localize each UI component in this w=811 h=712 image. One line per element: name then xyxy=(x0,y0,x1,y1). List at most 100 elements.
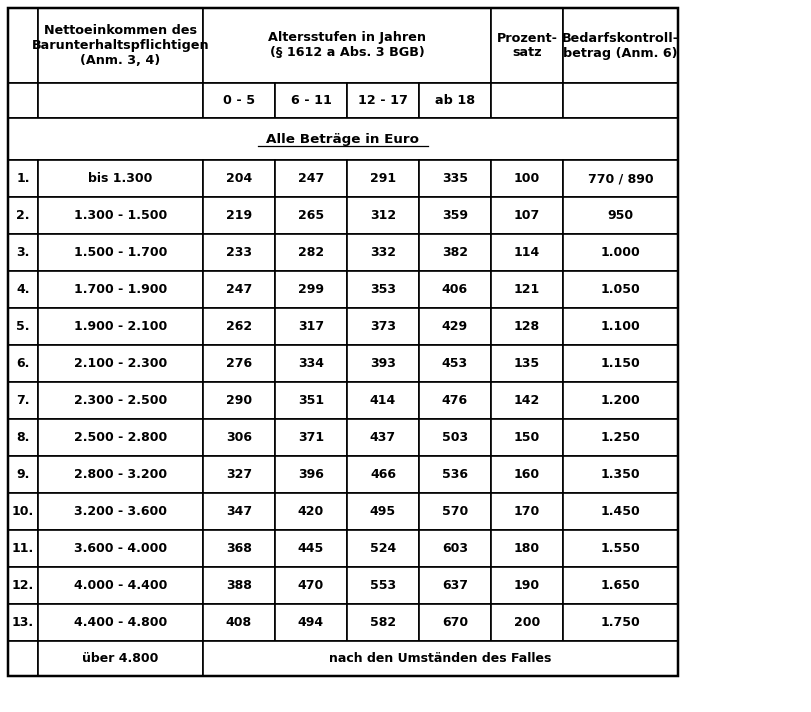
Text: 1.000: 1.000 xyxy=(601,246,641,259)
Bar xyxy=(419,604,491,641)
Text: 247: 247 xyxy=(298,172,324,185)
Bar xyxy=(563,604,678,641)
Bar xyxy=(419,345,491,382)
Bar xyxy=(8,493,38,530)
Bar xyxy=(8,160,38,197)
Text: Altersstufen in Jahren
(§ 1612 a Abs. 3 BGB): Altersstufen in Jahren (§ 1612 a Abs. 3 … xyxy=(268,31,426,60)
Bar xyxy=(491,419,563,456)
Text: 470: 470 xyxy=(298,579,324,592)
Bar xyxy=(563,382,678,419)
Bar xyxy=(563,160,678,197)
Bar xyxy=(275,530,347,567)
Bar xyxy=(563,83,678,118)
Bar xyxy=(563,530,678,567)
Bar xyxy=(203,83,275,118)
Bar xyxy=(8,641,38,676)
Text: 6.: 6. xyxy=(16,357,30,370)
Text: Nettoeinkommen des
Barunterhaltspflichtigen
(Anm. 3, 4): Nettoeinkommen des Barunterhaltspflichti… xyxy=(32,24,209,67)
Text: 233: 233 xyxy=(226,246,252,259)
Bar xyxy=(491,456,563,493)
Text: 396: 396 xyxy=(298,468,324,481)
Bar xyxy=(8,345,38,382)
Bar xyxy=(275,345,347,382)
Text: 1.450: 1.450 xyxy=(601,505,641,518)
Bar xyxy=(419,493,491,530)
Text: 1.150: 1.150 xyxy=(601,357,641,370)
Text: 128: 128 xyxy=(514,320,540,333)
Bar xyxy=(38,8,203,83)
Bar xyxy=(38,345,203,382)
Bar xyxy=(275,604,347,641)
Bar xyxy=(203,419,275,456)
Bar xyxy=(38,530,203,567)
Text: 1.650: 1.650 xyxy=(601,579,641,592)
Bar xyxy=(38,83,203,118)
Bar xyxy=(491,197,563,234)
Bar xyxy=(491,345,563,382)
Bar xyxy=(8,8,678,676)
Text: 262: 262 xyxy=(226,320,252,333)
Bar xyxy=(563,456,678,493)
Text: 335: 335 xyxy=(442,172,468,185)
Text: 10.: 10. xyxy=(12,505,34,518)
Text: 291: 291 xyxy=(370,172,396,185)
Text: 382: 382 xyxy=(442,246,468,259)
Text: 332: 332 xyxy=(370,246,396,259)
Bar xyxy=(38,641,203,676)
Bar xyxy=(203,234,275,271)
Text: 200: 200 xyxy=(514,616,540,629)
Bar xyxy=(38,456,203,493)
Bar xyxy=(203,8,491,83)
Text: 114: 114 xyxy=(514,246,540,259)
Bar xyxy=(203,604,275,641)
Bar xyxy=(563,419,678,456)
Text: 494: 494 xyxy=(298,616,324,629)
Bar xyxy=(419,83,491,118)
Bar xyxy=(491,382,563,419)
Text: 495: 495 xyxy=(370,505,396,518)
Bar xyxy=(38,197,203,234)
Bar xyxy=(275,271,347,308)
Text: 466: 466 xyxy=(370,468,396,481)
Bar xyxy=(347,83,419,118)
Bar xyxy=(419,234,491,271)
Bar xyxy=(275,197,347,234)
Bar xyxy=(8,419,38,456)
Text: 5.: 5. xyxy=(16,320,30,333)
Bar xyxy=(38,567,203,604)
Text: 359: 359 xyxy=(442,209,468,222)
Text: 317: 317 xyxy=(298,320,324,333)
Text: 1.200: 1.200 xyxy=(601,394,641,407)
Text: 6 - 11: 6 - 11 xyxy=(290,94,332,107)
Text: 3.200 - 3.600: 3.200 - 3.600 xyxy=(74,505,167,518)
Bar xyxy=(38,308,203,345)
Text: 770 / 890: 770 / 890 xyxy=(588,172,654,185)
Bar xyxy=(491,308,563,345)
Bar xyxy=(347,530,419,567)
Bar xyxy=(203,382,275,419)
Bar xyxy=(347,345,419,382)
Bar xyxy=(347,160,419,197)
Text: 100: 100 xyxy=(514,172,540,185)
Bar xyxy=(347,567,419,604)
Bar xyxy=(347,308,419,345)
Bar xyxy=(491,530,563,567)
Text: 1.: 1. xyxy=(16,172,30,185)
Text: 13.: 13. xyxy=(12,616,34,629)
Bar xyxy=(203,308,275,345)
Text: 351: 351 xyxy=(298,394,324,407)
Bar xyxy=(419,567,491,604)
Text: 2.500 - 2.800: 2.500 - 2.800 xyxy=(74,431,167,444)
Bar xyxy=(203,345,275,382)
Text: 219: 219 xyxy=(226,209,252,222)
Text: 393: 393 xyxy=(370,357,396,370)
Text: 247: 247 xyxy=(226,283,252,296)
Text: 406: 406 xyxy=(442,283,468,296)
Text: 371: 371 xyxy=(298,431,324,444)
Bar xyxy=(419,530,491,567)
Bar xyxy=(38,493,203,530)
Text: 670: 670 xyxy=(442,616,468,629)
Bar xyxy=(419,382,491,419)
Text: über 4.800: über 4.800 xyxy=(82,652,159,665)
Bar xyxy=(563,197,678,234)
